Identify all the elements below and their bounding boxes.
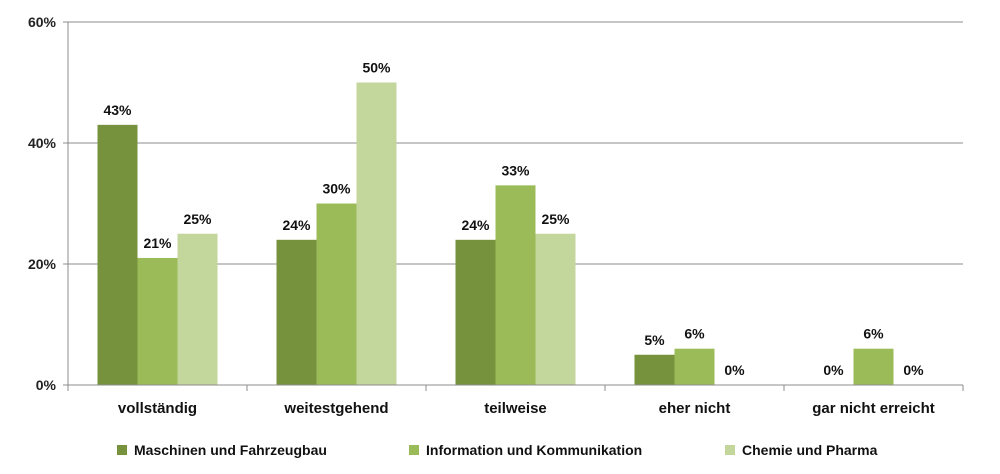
legend: Maschinen und Fahrzeugbau Information und… [117, 442, 878, 458]
bar [674, 348, 715, 385]
data-label: 24% [461, 217, 490, 233]
y-tick-label: 20% [28, 256, 57, 272]
data-label: 5% [644, 332, 665, 348]
bar [634, 354, 675, 385]
bar [455, 239, 496, 385]
axes [67, 22, 964, 391]
data-label: 43% [103, 102, 132, 118]
bar [177, 233, 218, 385]
x-category-label: weitestgehend [283, 400, 388, 417]
bar [535, 233, 576, 385]
legend-label: Information und Kommunikation [426, 442, 642, 458]
bars [97, 82, 894, 385]
data-label: 6% [684, 326, 705, 342]
legend-label: Chemie und Pharma [742, 442, 878, 458]
data-label: 30% [322, 181, 351, 197]
data-label: 25% [183, 211, 212, 227]
x-category-label: gar nicht erreicht [812, 400, 935, 417]
x-category-label: vollständig [118, 400, 197, 417]
legend-swatch [117, 445, 127, 455]
data-labels: 43% 21% 25% 24% 30% 50% 24% 33% 25% 5% 6% 0% 0% 6% 0% [103, 60, 924, 379]
y-tick-label: 40% [28, 135, 57, 151]
data-label: 0% [724, 362, 745, 378]
bar [853, 348, 894, 385]
y-tick-label: 60% [28, 14, 57, 30]
x-category-label: teilweise [484, 400, 547, 417]
data-label: 0% [903, 362, 924, 378]
x-category-label: eher nicht [659, 400, 731, 417]
legend-label: Maschinen und Fahrzeugbau [134, 442, 327, 458]
y-axis-ticks: 0% 20% 40% 60% [28, 14, 68, 393]
data-label: 50% [362, 60, 391, 76]
data-label: 6% [863, 326, 884, 342]
bar [356, 82, 397, 385]
data-label: 33% [501, 162, 530, 178]
data-label: 24% [282, 217, 311, 233]
legend-swatch [409, 445, 419, 455]
bar [316, 203, 357, 385]
bar [495, 185, 536, 385]
data-label: 25% [541, 211, 570, 227]
bar [97, 124, 138, 385]
legend-swatch [725, 445, 735, 455]
data-label: 21% [143, 235, 172, 251]
data-label: 0% [823, 362, 844, 378]
x-axis-categories: vollständig weitestgehend teilweise eher ni… [118, 400, 935, 417]
y-tick-label: 0% [36, 377, 57, 393]
bar [276, 239, 317, 385]
bar [137, 257, 178, 385]
